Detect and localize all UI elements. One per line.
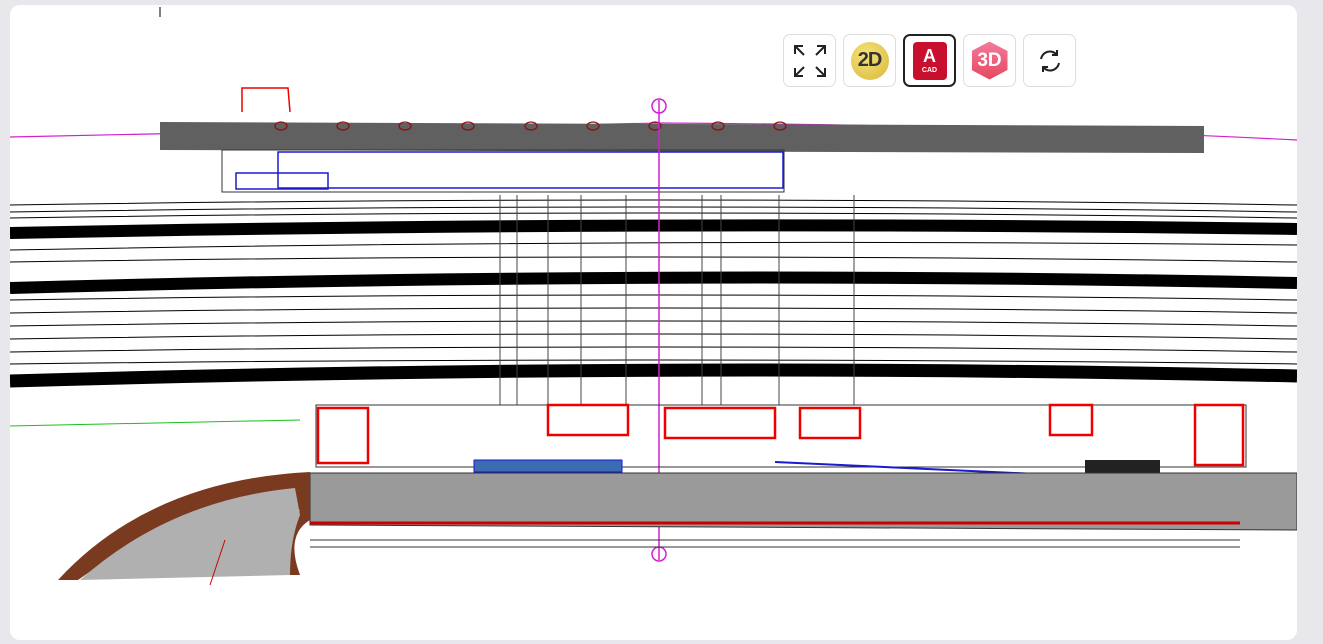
cad-sublabel: CAD: [921, 67, 938, 74]
cad-button[interactable]: A CAD: [903, 34, 956, 87]
cad-drawing: [10, 7, 1297, 586]
2d-button[interactable]: 2D: [843, 34, 896, 87]
cad-label: A: [923, 46, 936, 66]
3d-label: 3D: [971, 41, 1008, 80]
viewer-card: 2D A CAD 3D: [10, 5, 1297, 640]
3d-button[interactable]: 3D: [963, 34, 1016, 87]
2d-label: 2D: [850, 41, 889, 80]
fullscreen-button[interactable]: [783, 34, 836, 87]
cad-badge: A CAD: [912, 41, 947, 80]
fullscreen-icon: [793, 44, 826, 77]
refresh-button[interactable]: [1023, 34, 1076, 87]
refresh-icon: [1039, 49, 1060, 72]
